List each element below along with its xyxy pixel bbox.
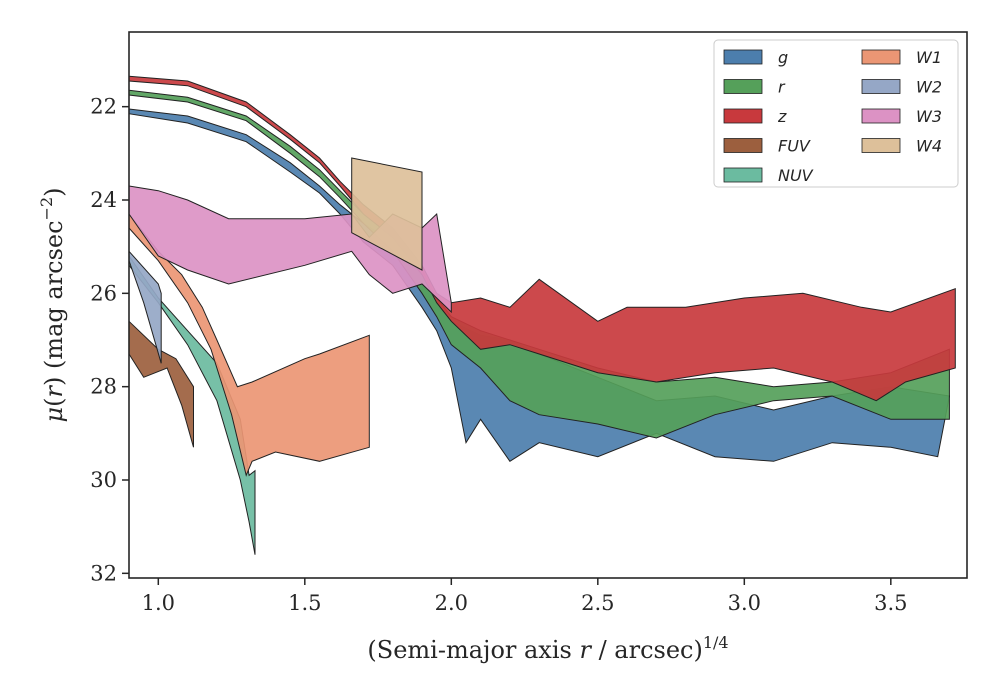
y-tick-label: 32 — [90, 561, 117, 585]
legend: grz FUV NUV W1 W2 W3 W4 — [713, 39, 959, 188]
area-w1 — [128, 212, 370, 477]
legend-label-w4: W4 — [916, 137, 942, 156]
legend-swatch-w4 — [861, 138, 901, 153]
x-tick-label: 2.0 — [435, 591, 468, 615]
y-tick-label: 24 — [90, 188, 117, 212]
legend-label-w1: W1 — [916, 48, 942, 67]
y-tick-label: 30 — [90, 468, 117, 492]
legend-label-z: z — [777, 107, 787, 126]
legend-swatch-z — [723, 108, 763, 124]
y-tick-label: 26 — [90, 281, 117, 305]
x-tick-label: 3.5 — [874, 591, 907, 615]
legend-label-fuv: FUV — [778, 137, 811, 156]
series-areas — [128, 75, 956, 555]
y-tick-label: 22 — [90, 95, 117, 119]
plot-frame — [128, 31, 968, 579]
legend-swatch-r — [723, 79, 763, 94]
legend-label-w3: W3 — [916, 107, 942, 126]
area-fuv — [128, 320, 194, 448]
legend-label-g: g — [778, 48, 788, 67]
area-w3 — [128, 185, 452, 314]
x-axis-ticks: 1.0 1.5 2.0 2.5 3.0 3.5 — [142, 578, 908, 615]
legend-label-w2: W2 — [916, 78, 942, 97]
legend-swatch-w2 — [861, 79, 901, 94]
x-tick-label: 1.5 — [288, 591, 321, 615]
y-tick-label: 28 — [90, 375, 117, 399]
legend-swatch-w1 — [861, 49, 901, 65]
legend-swatch-w3 — [861, 108, 901, 124]
y-axis-ticks: 22 24 26 28 30 32 — [90, 95, 129, 585]
x-tick-label: 3.0 — [728, 591, 761, 615]
legend-label-r: r — [778, 78, 786, 97]
x-tick-label: 1.0 — [142, 591, 175, 615]
legend-swatch-nuv — [723, 167, 763, 183]
area-w4 — [351, 157, 423, 271]
legend-swatch-fuv — [723, 138, 763, 153]
legend-swatch-g — [723, 49, 763, 65]
legend-label-nuv: NUV — [778, 166, 814, 185]
x-axis-label: (Semi-major axis r / arcsec)1/4 — [367, 633, 728, 664]
x-tick-label: 2.5 — [581, 591, 614, 615]
y-axis-label: μ(r) (mag arcsec−2) — [37, 187, 68, 422]
